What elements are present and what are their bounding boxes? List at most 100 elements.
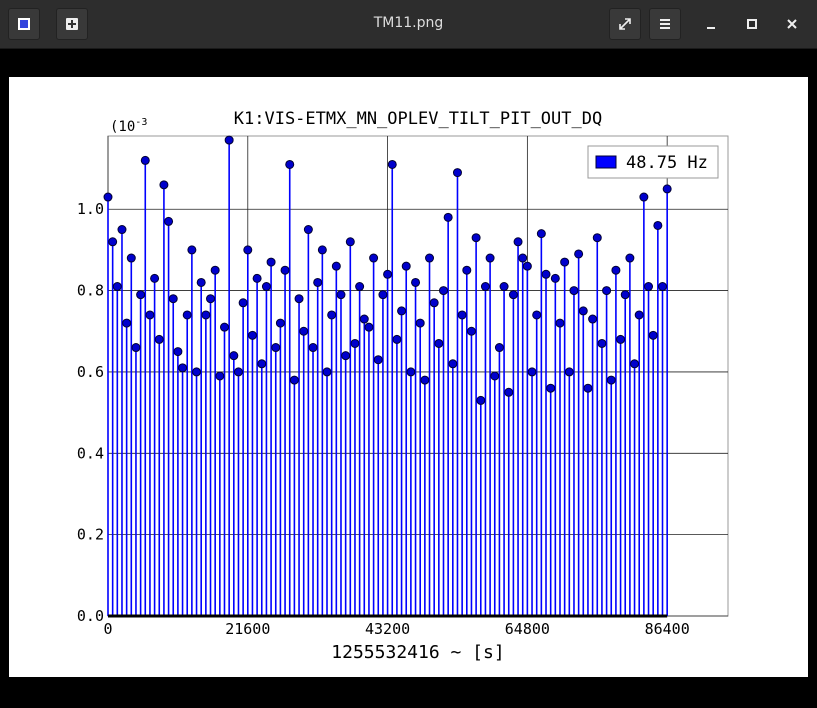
marker xyxy=(154,334,164,344)
legend-swatch xyxy=(595,155,617,169)
marker xyxy=(452,168,462,178)
marker xyxy=(364,322,374,332)
marker xyxy=(397,306,407,316)
marker xyxy=(159,180,169,190)
fullscreen-button[interactable] xyxy=(609,8,641,40)
marker xyxy=(285,159,295,169)
marker xyxy=(331,261,341,271)
y-multiplier: (10-3 xyxy=(110,117,147,135)
marker xyxy=(322,367,332,377)
marker xyxy=(275,318,285,328)
menu-button[interactable] xyxy=(649,8,681,40)
marker xyxy=(485,253,495,263)
marker xyxy=(536,229,546,239)
marker xyxy=(611,265,621,275)
marker xyxy=(620,290,630,300)
x-tick-label: 43200 xyxy=(365,620,410,638)
marker xyxy=(112,282,122,292)
marker xyxy=(541,269,551,279)
marker xyxy=(224,135,234,145)
marker xyxy=(355,282,365,292)
marker xyxy=(616,334,626,344)
marker xyxy=(103,192,113,202)
marker xyxy=(583,383,593,393)
x-axis-label: 1255532416 ~ [s] xyxy=(331,642,504,663)
marker xyxy=(648,330,658,340)
marker xyxy=(653,220,663,230)
y-tick-label: 0.4 xyxy=(77,444,104,462)
marker xyxy=(238,298,248,308)
app-menu-button[interactable] xyxy=(8,8,40,40)
marker xyxy=(555,318,565,328)
marker xyxy=(411,277,421,287)
marker xyxy=(271,343,281,353)
marker xyxy=(480,282,490,292)
marker xyxy=(630,359,640,369)
marker xyxy=(602,286,612,296)
marker xyxy=(373,355,383,365)
new-button[interactable] xyxy=(56,8,88,40)
legend-label: 48.75 Hz xyxy=(626,153,708,173)
title-bar: TM11.png xyxy=(0,0,817,49)
marker xyxy=(392,334,402,344)
marker xyxy=(266,257,276,267)
window-controls[interactable] xyxy=(697,8,817,40)
y-tick-label: 1.0 xyxy=(77,200,104,218)
y-tick-label: 0.2 xyxy=(77,526,104,544)
y-multiplier-base: (10 xyxy=(110,119,135,135)
x-tick-label: 0 xyxy=(103,620,112,638)
marker xyxy=(494,343,504,353)
y-tick-label: 0.6 xyxy=(77,363,104,381)
marker xyxy=(588,314,598,324)
marker xyxy=(196,277,206,287)
marker xyxy=(597,338,607,348)
marker xyxy=(457,310,467,320)
marker xyxy=(206,294,216,304)
x-tick-label: 21600 xyxy=(225,620,270,638)
marker xyxy=(578,306,588,316)
x-tick-label: 86400 xyxy=(645,620,690,638)
marker xyxy=(257,359,267,369)
marker xyxy=(406,367,416,377)
marker xyxy=(420,375,430,385)
marker xyxy=(336,290,346,300)
marker xyxy=(564,367,574,377)
marker xyxy=(574,249,584,259)
marker xyxy=(345,237,355,247)
marker xyxy=(182,310,192,320)
marker xyxy=(658,282,668,292)
marker xyxy=(261,282,271,292)
marker xyxy=(429,298,439,308)
marker xyxy=(313,277,323,287)
marker xyxy=(504,387,514,397)
marker xyxy=(252,273,262,283)
marker xyxy=(341,351,351,361)
marker xyxy=(219,322,229,332)
x-tick-label: 64800 xyxy=(505,620,550,638)
y-tick-label: 0.8 xyxy=(77,282,104,300)
marker xyxy=(210,265,220,275)
marker xyxy=(201,310,211,320)
marker xyxy=(308,343,318,353)
marker xyxy=(247,330,257,340)
marker xyxy=(508,290,518,300)
marker xyxy=(434,338,444,348)
marker xyxy=(499,282,509,292)
marker xyxy=(117,225,127,235)
marker xyxy=(150,273,160,283)
marker xyxy=(490,371,500,381)
marker xyxy=(145,310,155,320)
marker xyxy=(369,253,379,263)
marker xyxy=(522,261,532,271)
marker xyxy=(108,237,118,247)
marker xyxy=(168,294,178,304)
marker xyxy=(592,233,602,243)
marker xyxy=(462,265,472,275)
marker xyxy=(644,282,654,292)
marker xyxy=(233,367,243,377)
marker xyxy=(518,253,528,263)
marker xyxy=(215,371,225,381)
marker xyxy=(532,310,542,320)
marker xyxy=(243,245,253,255)
